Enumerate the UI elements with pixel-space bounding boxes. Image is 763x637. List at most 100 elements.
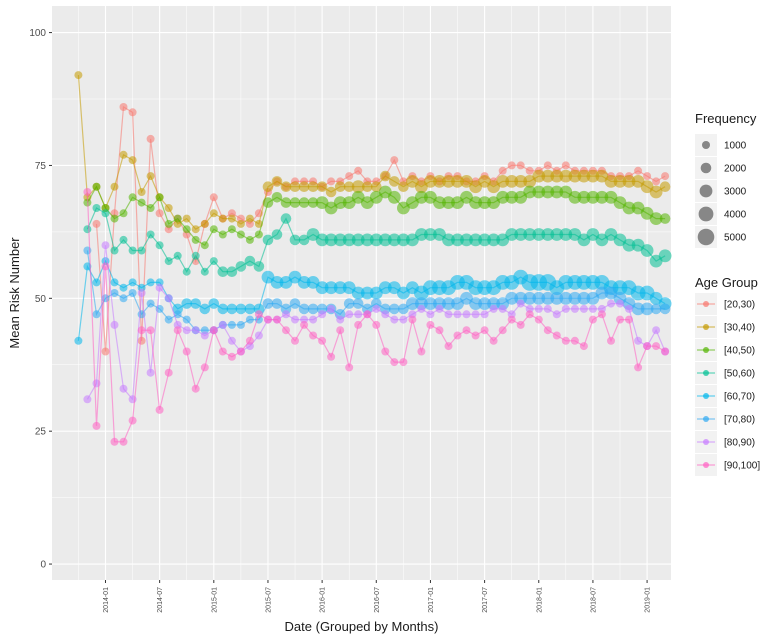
- data-point: [516, 320, 525, 329]
- data-point: [209, 257, 218, 266]
- x-tick-label: 2017-07: [482, 587, 489, 613]
- data-point: [101, 241, 110, 250]
- y-axis-title: Mean Risk Number: [7, 237, 22, 349]
- data-point: [208, 298, 220, 309]
- data-point: [471, 331, 480, 340]
- data-point: [146, 204, 155, 212]
- data-point: [469, 297, 482, 310]
- data-point: [83, 188, 92, 196]
- data-point: [390, 358, 399, 367]
- data-point: [435, 326, 444, 335]
- data-point: [200, 363, 209, 372]
- data-point: [325, 186, 337, 198]
- data-point: [406, 297, 419, 310]
- data-point: [92, 219, 101, 228]
- data-point: [442, 196, 455, 210]
- data-point: [74, 71, 83, 80]
- data-point: [244, 255, 256, 267]
- data-point: [155, 193, 164, 202]
- data-point: [182, 326, 191, 335]
- data-point: [315, 233, 329, 247]
- data-point: [217, 303, 229, 315]
- data-point: [146, 278, 155, 287]
- age-group-legend-dot: [703, 347, 709, 353]
- data-point: [577, 169, 591, 183]
- data-point: [146, 172, 155, 181]
- data-point: [182, 225, 191, 234]
- frequency-legend: Frequency 1000 2000 3000 4000 5000: [695, 111, 757, 248]
- data-point: [586, 190, 600, 204]
- data-point: [227, 336, 236, 345]
- data-point: [634, 166, 643, 175]
- data-point: [209, 193, 218, 202]
- age-group-legend-dot: [703, 370, 709, 376]
- x-tick-label: 2019-01: [645, 587, 652, 613]
- age-group-legend-title: Age Group: [695, 275, 758, 290]
- data-point: [119, 283, 128, 292]
- data-point: [523, 228, 537, 241]
- data-point: [532, 291, 546, 305]
- age-group-legend-label: [70,80): [724, 415, 755, 426]
- data-point: [507, 315, 516, 324]
- data-point: [659, 181, 671, 192]
- data-point: [498, 326, 507, 335]
- data-point: [173, 326, 182, 335]
- data-point: [173, 251, 182, 260]
- data-point: [227, 320, 236, 329]
- data-point: [110, 437, 119, 446]
- data-point: [155, 283, 164, 292]
- series-90-100: [83, 188, 670, 446]
- data-point: [514, 175, 528, 188]
- series-50-60: [83, 204, 672, 278]
- data-point: [200, 219, 209, 228]
- data-point: [318, 310, 327, 319]
- x-tick-label: 2018-01: [536, 587, 543, 613]
- data-point: [371, 181, 382, 192]
- x-tick-label: 2017-01: [428, 587, 435, 613]
- data-point: [389, 176, 400, 187]
- data-point: [478, 233, 491, 247]
- data-point: [110, 320, 119, 329]
- data-point: [271, 176, 283, 187]
- age-group-legend-dot: [703, 416, 709, 422]
- data-point: [460, 233, 473, 247]
- data-point: [92, 278, 101, 287]
- x-axis-title: Date (Grouped by Months): [285, 619, 439, 634]
- data-point: [417, 304, 426, 313]
- data-point: [579, 304, 588, 313]
- data-point: [262, 197, 274, 208]
- data-point: [236, 230, 245, 239]
- frequency-legend-title: Frequency: [695, 111, 757, 126]
- data-point: [155, 209, 164, 218]
- data-point: [659, 303, 671, 315]
- data-point: [433, 196, 446, 210]
- data-point: [397, 233, 410, 247]
- y-tick-label: 100: [29, 28, 46, 39]
- data-point: [119, 384, 128, 393]
- data-point: [643, 342, 652, 351]
- data-point: [625, 304, 633, 313]
- data-point: [351, 180, 365, 194]
- data-point: [523, 291, 537, 305]
- data-point: [597, 310, 606, 319]
- data-point: [254, 310, 263, 319]
- data-point: [541, 169, 555, 183]
- data-point: [119, 150, 128, 159]
- data-point: [607, 299, 615, 308]
- age-group-legend-label: [30,40): [724, 323, 755, 334]
- data-point: [652, 326, 661, 335]
- frequency-legend-dot: [702, 141, 710, 149]
- data-point: [280, 181, 292, 192]
- data-point: [381, 310, 390, 319]
- data-point: [345, 363, 354, 372]
- data-point: [398, 303, 409, 315]
- data-point: [327, 177, 336, 186]
- data-point: [462, 326, 471, 335]
- data-point: [561, 336, 570, 345]
- data-point: [505, 175, 519, 188]
- data-point: [128, 156, 137, 165]
- data-point: [390, 315, 399, 324]
- data-point: [324, 281, 338, 295]
- y-tick-label: 50: [35, 294, 47, 305]
- frequency-legend-label: 3000: [724, 187, 747, 198]
